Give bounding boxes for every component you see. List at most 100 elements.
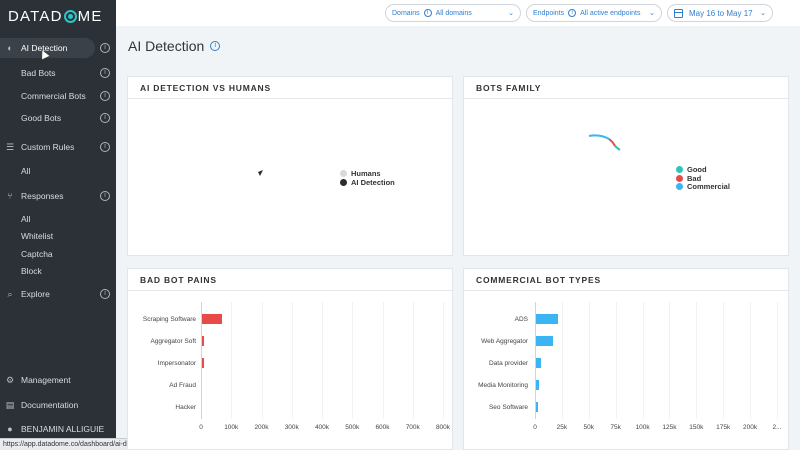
category-label: Data provider: [488, 360, 528, 367]
panel-title: COMMERCIAL BOT TYPES: [464, 269, 788, 291]
domains-value: All domains: [435, 9, 472, 17]
chevron-down-icon: ⌄: [649, 10, 655, 17]
bar[interactable]: [536, 358, 542, 368]
sidebar-item-bad-bots[interactable]: Bad Bots i: [0, 63, 116, 83]
gear-icon: ⚙: [5, 374, 15, 385]
pie-chart-ai-vs-humans[interactable]: [248, 162, 268, 182]
date-range-picker[interactable]: May 16 to May 17 ⌄: [667, 4, 773, 22]
info-icon[interactable]: i: [100, 68, 110, 78]
gridline: [777, 302, 778, 419]
info-icon: i: [568, 9, 577, 17]
x-tick-label: 175k: [716, 424, 731, 431]
bad-arc[interactable]: [608, 138, 616, 147]
ai-detection-slice[interactable]: [258, 170, 263, 176]
gridline: [231, 302, 233, 419]
sidebar-item-good-bots[interactable]: Good Bots i: [0, 108, 116, 128]
legend-item-good[interactable]: Good: [676, 165, 707, 174]
sliders-icon: ☰: [5, 141, 15, 152]
category-label: Seo Software: [488, 404, 528, 411]
info-icon[interactable]: i: [100, 142, 110, 152]
info-icon[interactable]: i: [100, 289, 110, 299]
sidebar-item-label: Documentation: [21, 400, 79, 410]
x-tick-label: 75k: [610, 424, 621, 431]
brain-icon: ◐: [7, 43, 13, 53]
sidebar-item-label: Responses: [21, 191, 64, 201]
sidebar-item-label: Bad Bots: [21, 68, 56, 78]
gridline: [561, 302, 563, 419]
gridline: [443, 302, 444, 419]
gridline: [642, 302, 644, 419]
bar[interactable]: [202, 358, 204, 368]
endpoints-value: All active endpoints: [580, 9, 641, 17]
sidebar-item-label: Explore: [21, 289, 50, 299]
document-icon: ▤: [5, 399, 15, 410]
date-range-value: May 16 to May 17: [689, 8, 753, 18]
ai-vs-humans-panel: AI DETECTION VS HUMANS Humans AI Detecti…: [127, 76, 453, 256]
x-tick-label: 0: [199, 424, 203, 431]
legend-label: Humans: [351, 169, 381, 178]
legend-item-commercial[interactable]: Commercial: [676, 182, 730, 191]
info-icon[interactable]: i: [100, 91, 110, 101]
sidebar-item-commercial-bots[interactable]: Commercial Bots i: [0, 86, 116, 106]
sidebar-item-ai-detection[interactable]: ◐ AI Detection i: [0, 38, 110, 58]
legend-item-ai-detection[interactable]: AI Detection: [340, 178, 395, 187]
sidebar-item-label: Block: [21, 266, 42, 276]
legend-item-humans[interactable]: Humans: [340, 169, 381, 178]
sidebar-item-explore[interactable]: ⌕ Explore i: [0, 284, 116, 304]
y-axis-line: [535, 302, 536, 419]
sidebar-item-documentation[interactable]: ▤ Documentation: [0, 395, 116, 415]
datadome-logo[interactable]: DATAD ME: [8, 6, 103, 26]
sidebar-item-responses[interactable]: ⑂ Responses i: [0, 186, 116, 206]
sidebar-item-benjamin-alliguie[interactable]: ● BENJAMIN ALLIGUIE: [0, 419, 116, 439]
sidebar-item-label: BENJAMIN ALLIGUIE: [21, 424, 105, 434]
bar[interactable]: [536, 336, 554, 346]
commercial-arc[interactable]: [588, 134, 610, 140]
sidebar-item-block[interactable]: Block: [0, 261, 116, 281]
x-tick-label: 50k: [583, 424, 595, 431]
bar[interactable]: [202, 314, 222, 324]
info-icon[interactable]: i: [210, 41, 221, 51]
sidebar-item-label: All: [21, 214, 31, 224]
sidebar-item-captcha[interactable]: Captcha: [0, 244, 116, 264]
sidebar-item-all[interactable]: All: [0, 209, 116, 229]
gridline: [382, 302, 384, 419]
bar[interactable]: [202, 336, 204, 346]
info-icon[interactable]: i: [100, 191, 110, 201]
legend-item-bad[interactable]: Bad: [676, 174, 701, 183]
bar[interactable]: [536, 402, 539, 412]
bar[interactable]: [536, 380, 540, 390]
sidebar-item-label: All: [21, 166, 31, 176]
info-icon[interactable]: i: [100, 43, 110, 53]
endpoints-label: Endpoints: [533, 9, 565, 17]
domains-filter[interactable]: Domains i All domains ⌄: [385, 4, 521, 22]
x-tick-label: 700k: [405, 424, 420, 431]
gridline: [669, 302, 671, 419]
logo-text-start: DATAD: [8, 7, 63, 25]
donut-chart-bots-family[interactable]: [584, 127, 634, 157]
x-tick-label: 200k: [254, 424, 269, 431]
category-label: ADS: [514, 316, 528, 323]
sidebar-item-whitelist[interactable]: Whitelist: [0, 226, 116, 246]
sidebar-item-management[interactable]: ⚙ Management: [0, 370, 116, 390]
category-label: Web Aggregator: [481, 338, 528, 345]
sidebar-item-custom-rules[interactable]: ☰ Custom Rules i: [0, 137, 116, 157]
sidebar-item-all[interactable]: All: [0, 161, 116, 181]
legend-dot: [340, 170, 347, 177]
info-icon[interactable]: i: [100, 113, 110, 123]
chevron-down-icon: ⌄: [508, 10, 514, 17]
legend-dot: [340, 179, 347, 186]
x-tick-label: 500k: [345, 424, 360, 431]
category-label: Impersonator: [157, 360, 196, 367]
good-arc[interactable]: [614, 145, 621, 151]
sidebar: DATAD ME ◐ AI Detection i Bad Bots i Commercia…: [0, 0, 116, 450]
legend-dot: [676, 175, 683, 182]
legend-label: AI Detection: [351, 178, 395, 187]
gridline: [750, 302, 752, 419]
category-label: Aggregator Soft: [150, 338, 196, 345]
bar[interactable]: [536, 314, 558, 324]
page-title: AI Detection i: [128, 38, 221, 54]
x-tick-label: 300k: [284, 424, 299, 431]
sidebar-item-label: Custom Rules: [21, 142, 75, 152]
endpoints-filter[interactable]: Endpoints i All active endpoints ⌄: [526, 4, 662, 22]
category-label: Scraping Software: [142, 316, 196, 323]
